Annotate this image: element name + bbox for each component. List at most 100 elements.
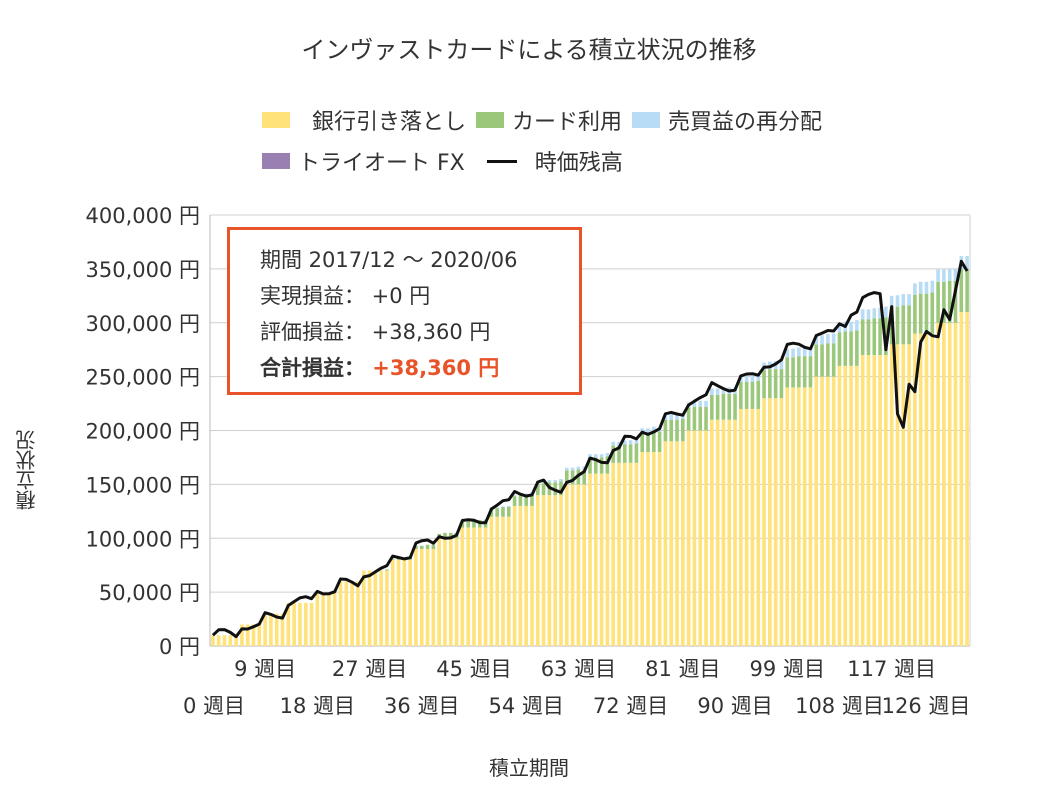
bar-bank [454,538,459,646]
bar-bank [286,602,291,646]
bar-redistribution [588,454,592,458]
bar-bank [744,408,749,646]
bar-bank [802,387,807,646]
bar-redistribution [564,467,569,471]
y-tick-label: 150,000 円 [85,473,200,497]
bar-bank [756,408,761,646]
bar-card [837,332,842,366]
profit-info-box: 期間 2017/12 〜 2020/06 実現損益： +0 円 評価損益： +3… [227,227,582,395]
bar-card [611,445,616,463]
bar-bank [222,635,227,646]
bar-bank [710,419,714,646]
bar-card [692,406,697,431]
bar-bank [234,635,238,646]
bar-bank [472,527,476,646]
bar-bank [396,559,401,646]
x-tick-label-lower: 18 週目 [280,694,355,718]
bar-bank [826,376,830,646]
bar-card [814,344,819,377]
bar-redistribution [553,480,557,483]
bar-bank [640,452,645,646]
bar-bank [936,322,940,646]
bar-card [617,445,621,463]
bar-bank [959,311,964,646]
bar-bank [860,355,865,646]
bar-bank [530,505,534,646]
bar-redistribution [756,373,761,381]
bar-redistribution [524,493,528,496]
bar-redistribution [576,466,581,470]
bar-redistribution [623,440,627,445]
bar-bank [431,549,436,646]
bar-bank [321,592,325,646]
bar-redistribution [837,322,842,333]
bar-redistribution [849,321,853,332]
bar-bank [332,592,337,646]
bar-redistribution [646,428,650,433]
bar-redistribution [936,269,940,282]
bar-redistribution [802,347,807,357]
bar-card [947,280,952,323]
bar-redistribution [692,400,697,407]
bar-bank [564,484,569,646]
bar-card [744,382,749,409]
legend-item-card: カード利用 [476,104,622,136]
x-tick-label-upper: 63 週目 [541,657,616,681]
bar-card [773,369,778,399]
bar-bank [466,527,470,646]
bar-redistribution [744,375,749,383]
bar-redistribution [698,400,703,407]
bar-bank [791,387,795,646]
bar-bank [240,624,244,646]
bar-bank [895,344,900,646]
legend-item-triauto: トライオート FX [262,145,465,177]
bar-card [530,494,534,506]
bar-redistribution [611,441,616,446]
bar-bank [524,505,528,646]
bar-card [721,393,726,420]
bar-card [733,393,737,420]
bar-card [750,382,755,409]
bar-bank [849,365,853,646]
bar-redistribution [797,347,801,357]
bar-bank [831,376,836,646]
bar-redistribution [895,295,900,307]
bar-bank [338,581,343,646]
bar-card [872,318,877,356]
bar-redistribution [605,453,610,457]
bar-card [930,292,935,334]
bar-card [866,319,871,356]
bar-bank [669,441,674,646]
bar-bank [924,333,929,646]
bar-bank [675,441,679,646]
bar-bank [437,538,441,646]
bar-bank [303,602,308,646]
bar-bank [559,495,563,646]
legend-item-bank: 銀行引き落とし [262,104,466,136]
bar-card [570,470,575,485]
bar-bank [808,387,813,646]
bar-redistribution [855,320,859,331]
bar-card [443,532,447,539]
bar-bank [785,387,790,646]
bar-bank [628,462,633,646]
bar-bank [350,581,354,646]
bar-redistribution [965,255,969,269]
bar-bank [309,602,314,646]
bar-redistribution [791,348,795,358]
bar-card [843,331,848,366]
bar-card [582,469,586,485]
bar-card [779,369,784,399]
y-tick-label: 400,000 円 [85,204,200,228]
bar-bank [930,333,935,646]
bar-bank [274,613,279,646]
y-tick-label: 300,000 円 [85,312,200,336]
bar-card [628,444,633,463]
bar-card [913,294,917,334]
bar-redistribution [559,478,563,482]
bar-bank [448,538,453,646]
bar-redistribution [570,467,575,471]
bar-bank [541,495,546,646]
bar-bank [965,311,969,646]
bar-bank [280,613,285,646]
